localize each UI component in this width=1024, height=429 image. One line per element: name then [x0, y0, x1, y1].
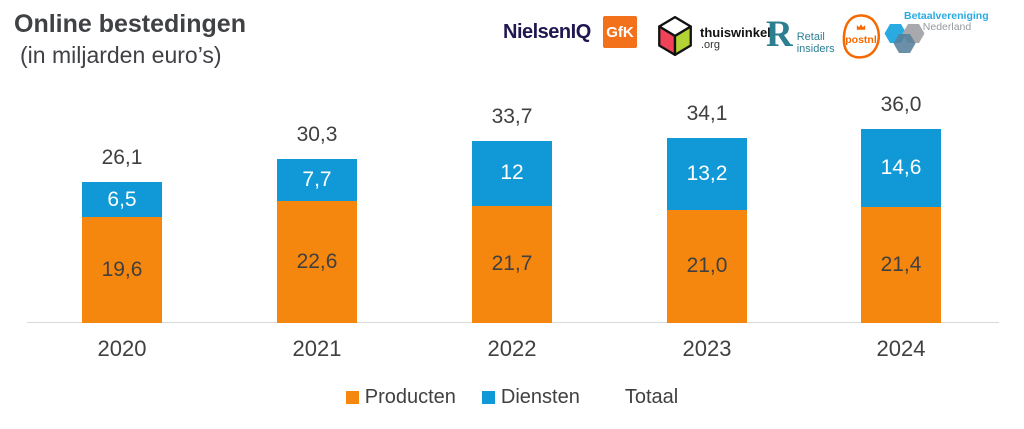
gfk-logo-text: GfK: [606, 23, 634, 41]
bar-2021: 22,6 7,7 30,3 2021: [277, 123, 357, 361]
segment-producten-2021: 22,6: [277, 201, 357, 323]
retail-line2: insiders: [796, 42, 835, 55]
bar-2024: 21,4 14,6 36,0 2024: [861, 93, 941, 361]
retail-insiders-logo: R Retail insiders: [766, 16, 835, 55]
legend-item-diensten: Diensten: [481, 385, 580, 409]
segment-producten-2020: 19,6: [82, 217, 162, 323]
legend-item-totaal: Totaal: [606, 386, 678, 409]
postnl-logo-text: postnl: [845, 34, 877, 46]
gfk-logo: GfK: [603, 16, 637, 48]
postnl-logo: postnl: [840, 13, 882, 61]
thuiswinkel-logo-text: thuiswinkel .org: [700, 26, 771, 57]
legend-swatch-producten: [345, 390, 359, 404]
nielseniq-logo: NielsenIQ: [503, 21, 591, 43]
betaalvereniging-text: Betaalvereniging Nederland: [904, 11, 990, 33]
value-label-diensten-2023: 13,2: [686, 161, 728, 185]
bar-2023: 21,0 13,2 34,1 2023: [667, 102, 747, 361]
value-label-producten-2023: 21,0: [686, 254, 728, 278]
x-tick-label-2024: 2024: [876, 336, 926, 361]
betaalvereniging-logo: Betaalvereniging Nederland: [883, 10, 1013, 62]
legend-label-producten: Producten: [364, 385, 456, 408]
total-label-2024: 36,0: [880, 92, 922, 116]
thuiswinkel-cube-icon: [658, 15, 692, 57]
value-label-diensten-2021: 7,7: [302, 168, 332, 192]
partner-logos: NielsenIQ GfK thuiswinkel .org R Retail …: [500, 8, 1020, 68]
value-label-diensten-2020: 6,5: [107, 187, 137, 211]
postnl-crown-icon: [856, 24, 866, 30]
x-tick-label-2021: 2021: [292, 336, 342, 361]
betaalvereniging-hexagons-icon: [884, 24, 925, 53]
chart-subtitle: (in miljarden euro’s): [20, 42, 222, 68]
segment-producten-2024: 21,4: [861, 207, 941, 323]
value-label-diensten-2024: 14,6: [880, 156, 922, 179]
segment-diensten-2020: 6,5: [82, 182, 162, 218]
value-label-diensten-2022: 12: [500, 161, 524, 185]
betaalvereniging-line1: Betaalvereniging: [904, 10, 989, 22]
chart-title: Online bestedingen: [14, 10, 246, 38]
value-label-producten-2022: 21,7: [491, 252, 533, 276]
total-label-2022: 33,7: [491, 105, 533, 129]
betaalvereniging-line2: Nederland: [922, 21, 972, 33]
segment-diensten-2021: 7,7: [277, 159, 357, 201]
total-label-2023: 34,1: [686, 102, 728, 126]
legend-label-diensten: Diensten: [500, 385, 580, 408]
segment-producten-2022: 21,7: [472, 205, 552, 323]
thuiswinkel-org: .org: [701, 39, 720, 51]
retail-insiders-text: Retail insiders: [796, 31, 835, 55]
value-label-producten-2024: 21,4: [880, 253, 922, 277]
postnl-shape-icon: [842, 14, 881, 59]
thuiswinkel-logo: thuiswinkel .org: [656, 15, 771, 57]
retail-line1: Retail: [796, 31, 825, 43]
bar-2020: 19,6 6,5 26,1 2020: [82, 146, 162, 361]
value-label-producten-2021: 22,6: [296, 250, 338, 273]
retail-insiders-r-icon: R: [766, 14, 793, 55]
value-label-producten-2020: 19,6: [101, 258, 143, 282]
total-label-2020: 26,1: [101, 146, 143, 170]
bar-2022: 21,7 12 33,7 2022: [472, 105, 552, 361]
x-tick-label-2020: 2020: [97, 336, 147, 361]
segment-diensten-2022: 12: [472, 141, 552, 206]
segment-producten-2023: 21,0: [667, 209, 747, 323]
legend-swatch-diensten: [481, 390, 495, 404]
legend-item-producten: Producten: [345, 385, 456, 409]
segment-diensten-2023: 13,2: [667, 138, 747, 210]
legend: Producten Diensten Totaal: [0, 383, 1024, 411]
segment-diensten-2024: 14,6: [861, 128, 941, 208]
x-tick-label-2022: 2022: [487, 336, 537, 361]
legend-label-totaal: Totaal: [624, 385, 679, 408]
x-tick-label-2023: 2023: [682, 336, 732, 361]
thuiswinkel-name: thuiswinkel: [700, 25, 771, 40]
total-label-2021: 30,3: [296, 123, 338, 147]
